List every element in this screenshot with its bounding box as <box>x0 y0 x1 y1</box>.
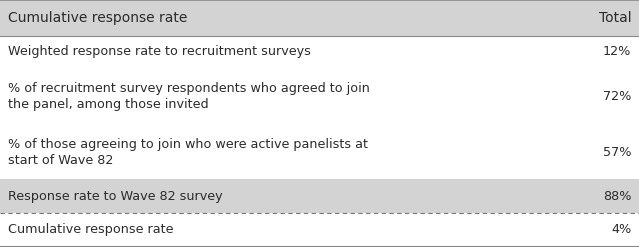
Bar <box>0 0 639 36</box>
Text: % of recruitment survey respondents who agreed to join
the panel, among those in: % of recruitment survey respondents who … <box>8 82 370 111</box>
Text: Cumulative response rate: Cumulative response rate <box>8 11 188 25</box>
Bar <box>0 179 639 213</box>
Text: Total: Total <box>599 11 631 25</box>
Text: Weighted response rate to recruitment surveys: Weighted response rate to recruitment su… <box>8 45 311 59</box>
Text: Cumulative response rate: Cumulative response rate <box>8 224 174 236</box>
Text: 57%: 57% <box>603 146 631 159</box>
Text: 4%: 4% <box>611 224 631 236</box>
Text: % of those agreeing to join who were active panelists at
start of Wave 82: % of those agreeing to join who were act… <box>8 138 368 167</box>
Text: 72%: 72% <box>603 90 631 103</box>
Text: 88%: 88% <box>603 190 631 203</box>
Text: 12%: 12% <box>603 45 631 59</box>
Text: Response rate to Wave 82 survey: Response rate to Wave 82 survey <box>8 190 223 203</box>
